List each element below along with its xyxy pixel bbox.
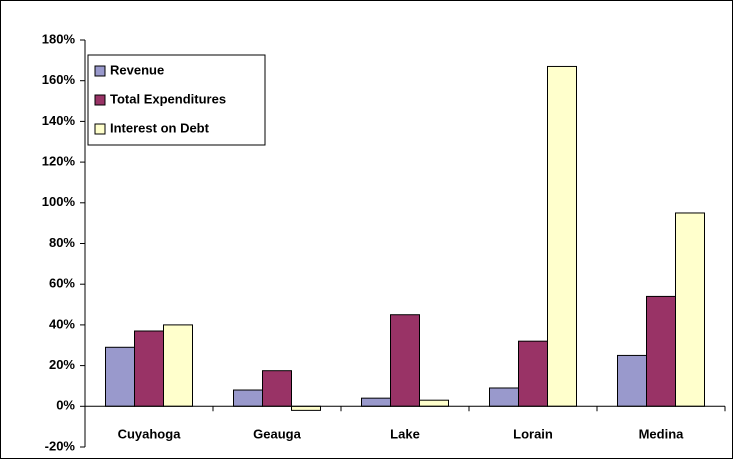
y-tick-label: 160% (42, 72, 76, 87)
bar (617, 354, 647, 407)
bar (547, 65, 577, 407)
y-tick-label: 40% (49, 316, 75, 331)
y-tick-label: 80% (49, 235, 75, 250)
legend-label: Total Expenditures (110, 91, 226, 106)
x-tick-label: Geauga (253, 426, 301, 441)
y-tick-label: -20% (45, 438, 76, 453)
y-tick-label: 60% (49, 276, 75, 291)
legend-box (87, 54, 266, 146)
legend-swatch (94, 65, 106, 77)
y-tick-label: 180% (42, 31, 76, 46)
bar (291, 405, 321, 411)
bar (419, 399, 449, 407)
bar (163, 324, 193, 407)
bar (675, 212, 705, 407)
bar (134, 330, 164, 407)
x-tick-label: Medina (639, 426, 685, 441)
legend-label: Revenue (110, 62, 164, 77)
y-tick-label: 100% (42, 194, 76, 209)
y-tick-label: 140% (42, 113, 76, 128)
bar (361, 397, 391, 407)
x-tick-label: Cuyahoga (118, 426, 182, 441)
legend-swatch (94, 94, 106, 106)
y-tick-label: 0% (56, 398, 75, 413)
bar (262, 370, 292, 407)
bar (646, 295, 676, 407)
bar (518, 340, 548, 407)
y-tick-label: 120% (42, 154, 76, 169)
bar (233, 389, 263, 407)
legend-label: Interest on Debt (110, 120, 210, 135)
x-tick-label: Lake (390, 426, 420, 441)
x-tick-label: Lorain (513, 426, 553, 441)
bar (390, 314, 420, 407)
bar (489, 387, 519, 407)
legend-swatch (94, 123, 106, 135)
y-tick-label: 20% (49, 357, 75, 372)
bar (105, 346, 135, 407)
